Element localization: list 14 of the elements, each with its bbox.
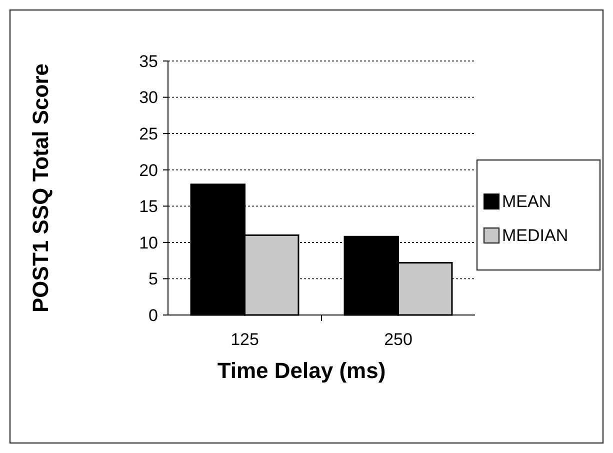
x-axis-title: Time Delay (ms) [217, 358, 386, 383]
x-tick-label: 250 [384, 330, 412, 349]
y-tick-label: 35 [139, 52, 158, 71]
y-tick-label: 0 [148, 306, 158, 325]
y-tick-label: 30 [139, 88, 158, 108]
y-tick-label: 5 [148, 270, 158, 289]
legend-label: MEAN [502, 192, 552, 211]
y-axis-title: POST1 SSQ Total Score [28, 64, 53, 312]
y-tick-label: 15 [139, 197, 158, 216]
y-tick-label: 10 [139, 233, 158, 252]
legend-label: MEDIAN [502, 226, 568, 245]
y-tick-label: 20 [139, 160, 158, 180]
x-tick-label: 125 [230, 330, 259, 349]
y-tick-label: 25 [139, 124, 158, 144]
